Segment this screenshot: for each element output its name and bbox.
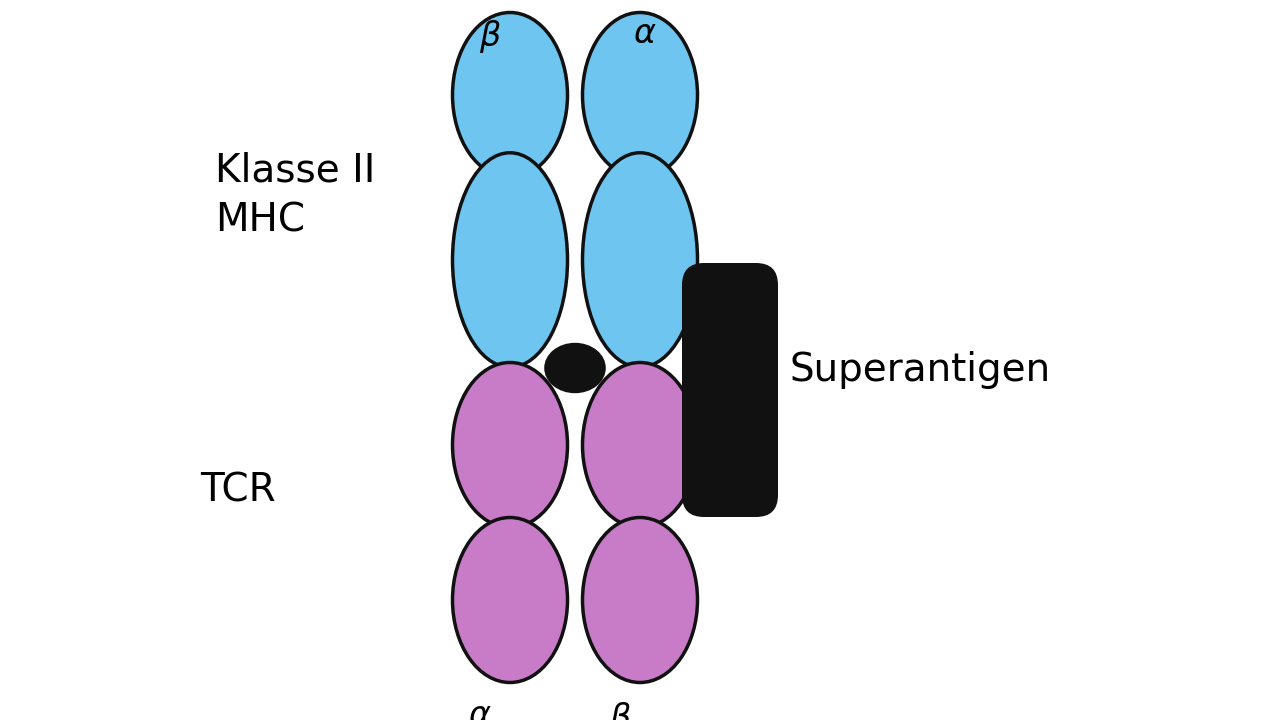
Ellipse shape bbox=[453, 362, 567, 528]
Ellipse shape bbox=[453, 518, 567, 683]
Text: $\alpha$: $\alpha$ bbox=[634, 18, 657, 50]
Ellipse shape bbox=[582, 153, 698, 367]
Ellipse shape bbox=[582, 518, 698, 683]
Ellipse shape bbox=[582, 362, 698, 528]
Text: TCR: TCR bbox=[200, 471, 275, 509]
Text: $\beta$: $\beta$ bbox=[609, 700, 631, 720]
Text: Superantigen: Superantigen bbox=[790, 351, 1051, 389]
Ellipse shape bbox=[544, 343, 605, 393]
Text: Klasse II
MHC: Klasse II MHC bbox=[215, 151, 375, 239]
FancyBboxPatch shape bbox=[682, 263, 778, 517]
Ellipse shape bbox=[582, 12, 698, 178]
Ellipse shape bbox=[453, 12, 567, 178]
Text: $\beta$: $\beta$ bbox=[479, 18, 502, 55]
Text: $\alpha$: $\alpha$ bbox=[468, 700, 492, 720]
Ellipse shape bbox=[453, 153, 567, 367]
